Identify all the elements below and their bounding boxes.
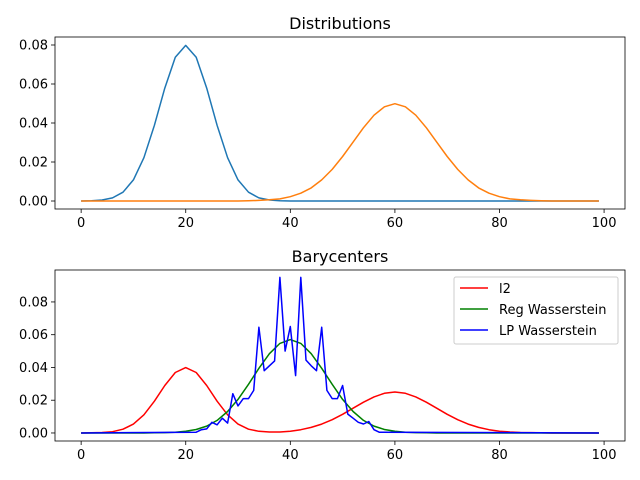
y-tick-label: 0.06 [19,328,48,343]
distributions-title: Distributions [289,14,391,33]
legend-label: Reg Wasserstein [499,303,606,318]
series-line-1 [81,102,599,202]
legend: l2 Reg Wasserstein LP Wasserstein [453,276,619,345]
x-tick-label: 100 [592,216,617,231]
series-line-lp-wasserstein [81,276,599,434]
legend-label: LP Wasserstein [499,324,597,339]
x-tick-label: 60 [387,216,404,231]
y-tick-label: 0.06 [19,77,48,92]
x-tick-label: 40 [282,216,299,231]
x-tick-label: 40 [282,448,299,463]
y-tick-label: 0.02 [19,394,48,409]
legend-label: l2 [499,282,511,297]
x-tick-label: 100 [592,448,617,463]
y-tick-label: 0.00 [19,195,48,210]
y-tick-label: 0.04 [19,361,48,376]
axes-frame [54,269,626,442]
y-tick-label: 0.02 [19,156,48,171]
distributions-axes: Distributions 0 20 40 60 80 100 0.00 0.02 0.04 0.… [19,14,626,231]
x-tick-label: 0 [77,448,85,463]
y-tick-label: 0.04 [19,117,48,132]
barycenters-title: Barycenters [292,247,389,266]
x-tick-label: 20 [177,216,194,231]
x-tick-label: 60 [387,448,404,463]
x-tick-label: 20 [177,448,194,463]
legend-box [453,276,619,345]
x-tick-label: 0 [77,216,85,231]
x-tick-label: 80 [491,216,508,231]
x-tick-label: 80 [491,448,508,463]
y-tick-label: 0.00 [19,426,48,441]
y-tick-label: 0.08 [19,38,48,53]
y-tick-label: 0.08 [19,295,48,310]
series-line-0 [81,44,599,202]
barycenters-axes: Barycenters 0 20 40 60 80 100 0.00 0.02 0.04 0.06… [19,247,626,463]
